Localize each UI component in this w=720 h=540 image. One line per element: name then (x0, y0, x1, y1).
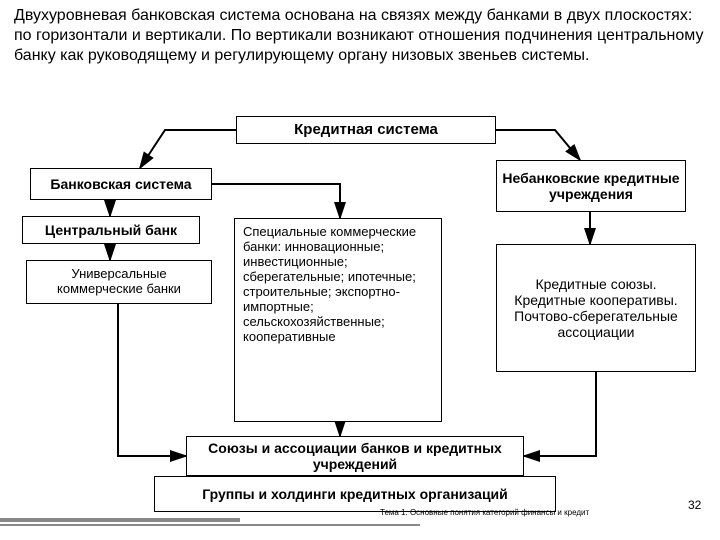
node-spec: Специальные коммерческие банки: инноваци… (234, 218, 442, 422)
edge-bank-spec (212, 184, 340, 218)
node-bank: Банковская система (30, 168, 212, 200)
footer-text: Тема 1. Основные понятия категорий финан… (380, 508, 589, 517)
edge-root-nonbank (496, 130, 580, 160)
footer-bar (0, 518, 240, 522)
edge-unions-assoc (524, 372, 596, 456)
node-root: Кредитная система (236, 116, 496, 144)
edge-root-bank (140, 130, 236, 168)
node-nonbank: Небанковские кредитные учреждения (496, 160, 686, 212)
node-univ: Универсальные коммерческие банки (26, 260, 212, 304)
node-unions: Кредитные союзы. Кредитные кооперативы. … (496, 244, 696, 372)
node-assoc: Союзы и ассоциации банков и кредитных уч… (186, 436, 524, 476)
footer-bar-2 (0, 524, 420, 526)
page-number: 32 (688, 498, 701, 512)
node-cb: Центральный банк (22, 216, 200, 244)
edge-univ-assoc (118, 304, 186, 456)
node-groups: Группы и холдинги кредитных организаций (154, 476, 556, 512)
intro-text: Двухуровневая банковская система основан… (14, 6, 706, 66)
